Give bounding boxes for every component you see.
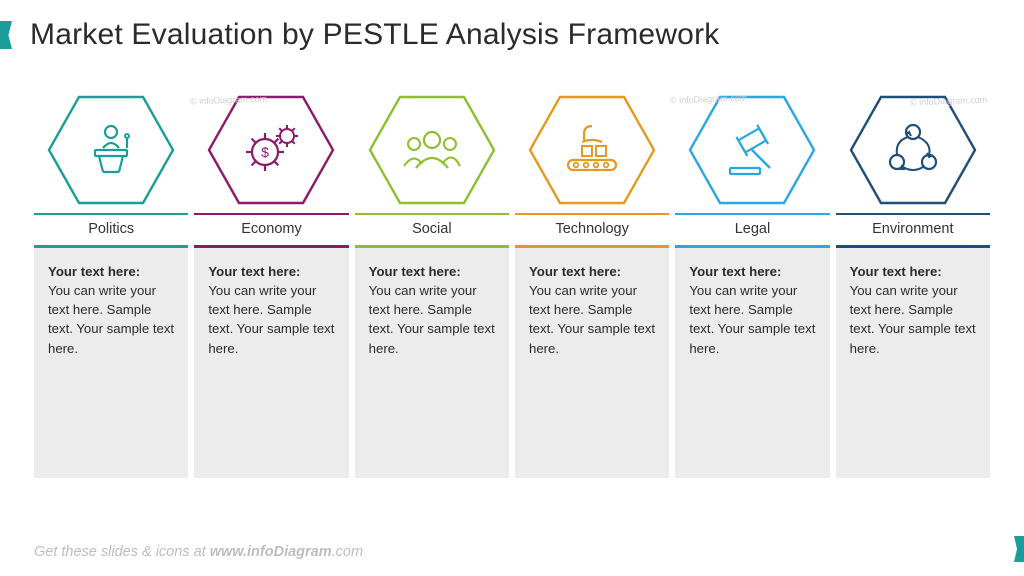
hexagon-wrap — [355, 92, 509, 207]
cycle-icon — [883, 120, 943, 180]
hexagon-wrap — [836, 92, 990, 207]
hexagon-wrap — [194, 92, 348, 207]
pestle-column: LegalYour text here:You can write your t… — [675, 92, 829, 478]
gavel-icon — [722, 120, 782, 180]
text-lead: Your text here: — [689, 262, 815, 281]
hexagon-wrap — [675, 92, 829, 207]
pestle-column: TechnologyYour text here:You can write y… — [515, 92, 669, 478]
footer-suffix: .com — [332, 544, 363, 560]
text-box: Your text here:You can write your text h… — [355, 248, 509, 478]
text-box: Your text here:You can write your text h… — [836, 248, 990, 478]
title-bar: Market Evaluation by PESTLE Analysis Fra… — [0, 18, 719, 52]
text-box: Your text here:You can write your text h… — [194, 248, 348, 478]
footer-domain: www.infoDiagram — [210, 544, 332, 560]
hexagon — [47, 95, 175, 205]
podium-icon — [81, 120, 141, 180]
hexagon — [207, 95, 335, 205]
text-lead: Your text here: — [208, 262, 334, 281]
text-body: You can write your text here. Sample tex… — [850, 281, 976, 358]
hexagon — [528, 95, 656, 205]
text-lead: Your text here: — [48, 262, 174, 281]
pestle-column: PoliticsYour text here:You can write you… — [34, 92, 188, 478]
pestle-column: EnvironmentYour text here:You can write … — [836, 92, 990, 478]
pestle-column: SocialYour text here:You can write your … — [355, 92, 509, 478]
hexagon-wrap — [34, 92, 188, 207]
hexagon-wrap — [515, 92, 669, 207]
hexagon — [368, 95, 496, 205]
category-label: Economy — [194, 213, 348, 248]
category-label: Social — [355, 213, 509, 248]
footer-prefix: Get these slides & icons at — [34, 544, 210, 560]
text-body: You can write your text here. Sample tex… — [208, 281, 334, 358]
category-label: Politics — [34, 213, 188, 248]
hexagon — [688, 95, 816, 205]
gear-dollar-icon — [241, 120, 301, 180]
pestle-columns: PoliticsYour text here:You can write you… — [34, 92, 990, 478]
category-label: Legal — [675, 213, 829, 248]
category-label: Environment — [836, 213, 990, 248]
text-lead: Your text here: — [850, 262, 976, 281]
text-box: Your text here:You can write your text h… — [34, 248, 188, 478]
conveyor-icon — [562, 120, 622, 180]
pestle-column: EconomyYour text here:You can write your… — [194, 92, 348, 478]
footer-text: Get these slides & icons at www.infoDiag… — [34, 544, 363, 560]
people-icon — [402, 120, 462, 180]
text-lead: Your text here: — [369, 262, 495, 281]
text-box: Your text here:You can write your text h… — [515, 248, 669, 478]
text-body: You can write your text here. Sample tex… — [529, 281, 655, 358]
footer-accent-flag — [1014, 536, 1024, 562]
category-label: Technology — [515, 213, 669, 248]
text-box: Your text here:You can write your text h… — [675, 248, 829, 478]
title-accent-flag — [0, 21, 12, 49]
text-body: You can write your text here. Sample tex… — [48, 281, 174, 358]
text-body: You can write your text here. Sample tex… — [689, 281, 815, 358]
text-lead: Your text here: — [529, 262, 655, 281]
page-title: Market Evaluation by PESTLE Analysis Fra… — [30, 18, 719, 52]
text-body: You can write your text here. Sample tex… — [369, 281, 495, 358]
hexagon — [849, 95, 977, 205]
